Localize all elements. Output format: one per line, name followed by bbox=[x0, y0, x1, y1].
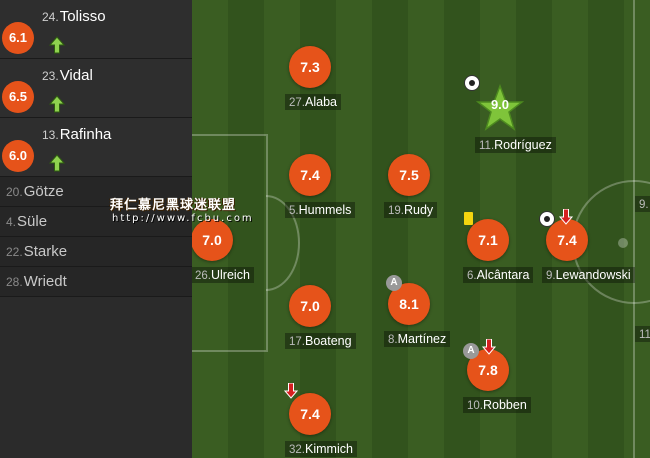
player-name-text: Hummels bbox=[298, 203, 352, 217]
substitute-row-rafinha[interactable]: 6.0 13.Rafinha bbox=[0, 118, 192, 177]
center-spot bbox=[618, 238, 628, 248]
player-name: 26.Ulreich bbox=[192, 267, 254, 283]
player-number: 20. bbox=[6, 185, 23, 199]
player-name: 20.Götze bbox=[6, 183, 64, 200]
player-rating: 7.5 bbox=[388, 154, 430, 196]
player-name: 4.Süle bbox=[6, 213, 47, 230]
player-name-text: Alcântara bbox=[476, 268, 530, 282]
assist-icon: A bbox=[463, 343, 479, 359]
player-name-text: Starke bbox=[23, 243, 68, 260]
player-number: 22. bbox=[6, 245, 23, 259]
player-name-text: Alaba bbox=[305, 95, 337, 109]
assist-icon: A bbox=[386, 275, 402, 291]
player-name: 13.Rafinha bbox=[42, 126, 111, 143]
player-name-text: Tolisso bbox=[59, 8, 106, 25]
substitute-row-tolisso[interactable]: 6.1 24.Tolisso bbox=[0, 0, 192, 59]
yellow-card-icon bbox=[464, 212, 473, 225]
player-number: 9. bbox=[546, 270, 556, 282]
player-number: 17. bbox=[289, 336, 305, 348]
player-name: 17.Boateng bbox=[285, 333, 356, 349]
player-rating: 7.4 bbox=[546, 219, 588, 261]
sub-on-arrow-icon bbox=[48, 95, 66, 113]
player-name-text: Lewandowski bbox=[555, 268, 631, 282]
player-name-text: Süle bbox=[17, 213, 48, 230]
player-number: 23. bbox=[42, 69, 59, 83]
player-number: 24. bbox=[42, 10, 59, 24]
player-name-text: Wriedt bbox=[23, 273, 67, 290]
player-name: 24.Tolisso bbox=[42, 8, 106, 25]
player-name: 10.Robben bbox=[463, 397, 531, 413]
player-name-text: Robben bbox=[483, 398, 527, 412]
watermark-title: 拜仁慕尼黑球迷联盟 bbox=[110, 198, 237, 213]
player-number: 26. bbox=[195, 270, 211, 282]
watermark: 拜仁慕尼黑球迷联盟 http://www.fcbu.com bbox=[110, 194, 254, 224]
player-name-text: Boateng bbox=[305, 334, 352, 348]
player-number: 6. bbox=[467, 270, 477, 282]
player-rating: 7.3 bbox=[289, 46, 331, 88]
sub-on-arrow-icon bbox=[48, 154, 66, 172]
player-number: 5. bbox=[289, 205, 299, 217]
player-rating: 6.0 bbox=[2, 140, 34, 172]
player-name: 28.Wriedt bbox=[6, 273, 67, 290]
man-of-the-match-star-icon bbox=[476, 84, 524, 131]
player-rating: 6.5 bbox=[2, 81, 34, 113]
goal-ball-icon bbox=[464, 75, 480, 91]
player-number: 27. bbox=[289, 97, 305, 109]
player-rating: 7.4 bbox=[289, 154, 331, 196]
watermark-url: http://www.fcbu.com bbox=[112, 213, 254, 224]
player-number: 11. bbox=[479, 140, 495, 152]
halfway-line bbox=[633, 0, 635, 458]
player-name: 6.Alcântara bbox=[463, 267, 534, 283]
bench-row-wriedt[interactable]: 28.Wriedt bbox=[0, 267, 192, 297]
player-name-text: Rafinha bbox=[59, 126, 112, 143]
sub-off-arrow-icon bbox=[284, 383, 298, 399]
player-name: 11.Rodríguez bbox=[475, 137, 556, 153]
substitute-row-vidal[interactable]: 6.5 23.Vidal bbox=[0, 59, 192, 118]
player-name: 27.Alaba bbox=[285, 94, 341, 110]
bench-row-sule[interactable]: 4.Süle bbox=[0, 207, 192, 237]
sub-off-arrow-icon bbox=[482, 339, 496, 355]
player-name: 19.Rudy bbox=[384, 202, 438, 218]
player-number: 32. bbox=[289, 444, 305, 456]
player-number: 8. bbox=[388, 334, 398, 346]
player-rating: 7.4 bbox=[289, 393, 331, 435]
pitch: 7.3 27.Alaba 9.0 11.Rodríguez 7.4 5.Humm… bbox=[192, 0, 650, 458]
player-number: 11 bbox=[639, 329, 650, 341]
goal-ball-icon bbox=[539, 211, 555, 227]
player-number: 28. bbox=[6, 275, 23, 289]
player-name: 5.Hummels bbox=[285, 202, 356, 218]
player-name: 23.Vidal bbox=[42, 67, 93, 84]
player-number: 19. bbox=[388, 205, 404, 217]
player-name: 22.Starke bbox=[6, 243, 67, 260]
substitutes-panel: 6.1 24.Tolisso 6.5 23.Vidal 6.0 13.Rafin… bbox=[0, 0, 192, 458]
player-number: 10. bbox=[467, 400, 483, 412]
opponent-player-label[interactable]: 11 bbox=[635, 326, 650, 342]
bench-row-gotze[interactable]: 20.Götze bbox=[0, 177, 192, 207]
player-name-text: Götze bbox=[23, 183, 64, 200]
player-rating: 9.0 bbox=[490, 97, 510, 112]
player-rating: 7.1 bbox=[467, 219, 509, 261]
player-name-text: Kimmich bbox=[305, 442, 353, 456]
player-name-text: Ulreich bbox=[211, 268, 250, 282]
player-name: 8.Martínez bbox=[384, 331, 451, 347]
player-name: 9.Lewandowski bbox=[542, 267, 635, 283]
sub-off-arrow-icon bbox=[559, 209, 573, 225]
player-rating: 7.0 bbox=[289, 285, 331, 327]
player-number: 13. bbox=[42, 128, 59, 142]
player-name-text: Rudy bbox=[404, 203, 434, 217]
player-name-text: Martínez bbox=[397, 332, 447, 346]
bench-row-starke[interactable]: 22.Starke bbox=[0, 237, 192, 267]
opponent-player-label[interactable]: 9. bbox=[635, 196, 650, 212]
sub-on-arrow-icon bbox=[48, 36, 66, 54]
player-name: 32.Kimmich bbox=[285, 441, 357, 457]
player-rating: 6.1 bbox=[2, 22, 34, 54]
player-rating: 7.0 bbox=[192, 219, 233, 261]
player-name-text: Vidal bbox=[59, 67, 93, 84]
player-number: 4. bbox=[6, 215, 17, 229]
player-name-text: Rodríguez bbox=[494, 138, 552, 152]
player-number: 9. bbox=[639, 199, 649, 211]
